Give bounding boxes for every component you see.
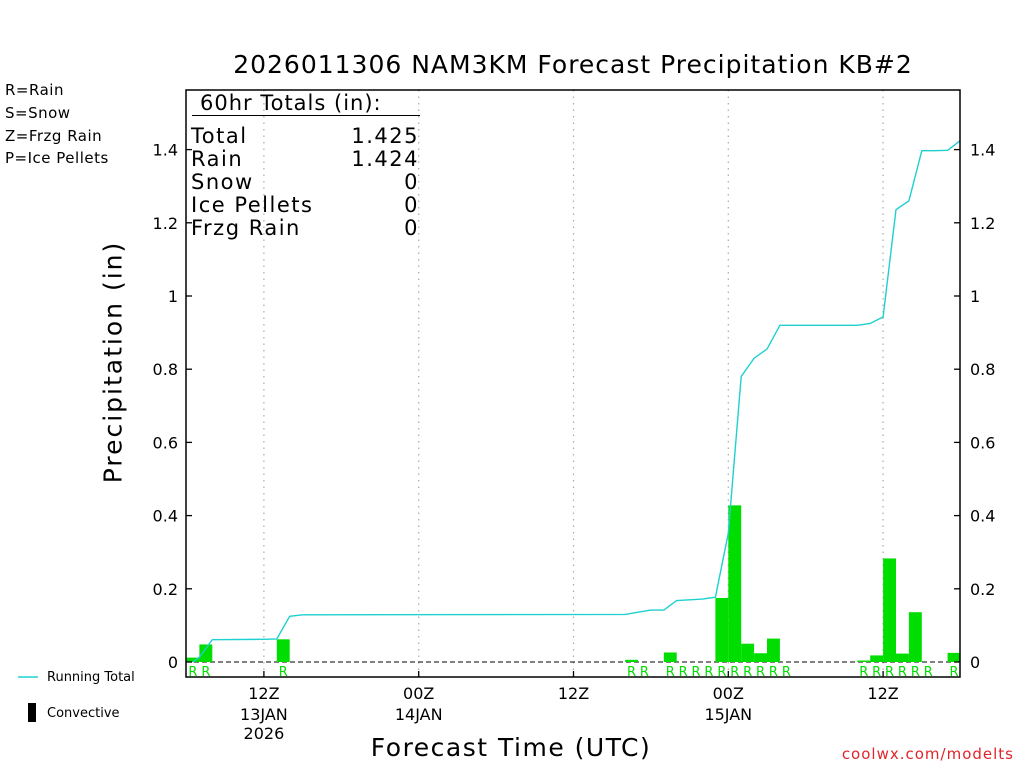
legend-convective-label: Convective: [47, 706, 120, 721]
precip-bar: [896, 653, 909, 662]
precip-type-label: R: [924, 665, 933, 680]
precip-type-label: R: [859, 665, 868, 680]
convective-legend-mark: [28, 703, 36, 722]
precip-bar: [715, 597, 729, 662]
x-tick-date-label: 15JAN: [704, 705, 752, 724]
precip-bar: [741, 643, 755, 662]
precip-type-label: R: [743, 665, 752, 680]
x-tick-label: 12Z: [558, 684, 589, 703]
legend-ice-pellets: P=Ice Pellets: [5, 149, 109, 167]
totals-title: 60hr Totals (in):: [200, 91, 382, 115]
x-tick-label: 00Z: [713, 684, 744, 703]
grid-lines: [186, 90, 960, 677]
y-tick-label-right: 0.8: [970, 360, 995, 379]
totals-row-total: Total 1.425: [191, 124, 419, 148]
y-tick-label-right: 1.2: [970, 214, 995, 233]
totals-value: 1.424: [351, 147, 419, 171]
precip-bar: [908, 612, 922, 662]
precip-bar: [663, 652, 677, 662]
precip-type-label: R: [201, 665, 210, 680]
x-tick-date-label: 14JAN: [395, 705, 443, 724]
y-tick-label-left: 0.6: [153, 433, 178, 452]
credit-link[interactable]: coolwx.com/modelts: [841, 745, 1014, 763]
precip-type-label: R: [188, 665, 197, 680]
precip-bar: [767, 638, 780, 662]
y-tick-label-left: 1.2: [153, 214, 178, 233]
legend-frzg-rain: Z=Frzg Rain: [5, 127, 103, 145]
y-tick-label-left: 0: [168, 653, 178, 672]
precip-type-label: R: [730, 665, 739, 680]
precip-type-label: R: [885, 665, 894, 680]
totals-underline: [192, 115, 420, 116]
legend-marks: [18, 676, 38, 722]
totals-label: Ice Pellets: [191, 193, 314, 217]
precip-bar: [728, 505, 742, 662]
y-tick-label-left: 0.2: [153, 580, 178, 599]
precip-bar: [186, 657, 200, 662]
precip-bar: [883, 558, 896, 662]
precip-type-label: R: [704, 665, 713, 680]
totals-row-rain: Rain 1.424: [191, 147, 419, 171]
y-tick-label-left: 1.4: [153, 141, 178, 160]
precip-type-label: R: [692, 665, 701, 680]
axes: 0 00.2 0.20.4 0.40.6 0.60.8 0.81 11.2 1.21.4 1.4…: [153, 89, 995, 743]
x-tick-label: 00Z: [403, 684, 434, 703]
precip-bar: [199, 644, 213, 662]
totals-label: Rain: [191, 147, 244, 171]
y-tick-label-right: 1: [970, 287, 980, 306]
type-labels: R R R R R R R R R R R R R R R RR R R R R R: [188, 665, 958, 680]
totals-label: Snow: [191, 170, 254, 194]
y-axis-label: Precipitation (in): [98, 240, 128, 484]
precip-type-label: R: [679, 665, 688, 680]
precip-bar: [870, 655, 884, 662]
x-tick-year-label: 2026: [244, 724, 285, 743]
y-tick-label-right: 0.2: [970, 580, 995, 599]
precip-type-label: R: [756, 665, 765, 680]
precip-bar: [754, 653, 767, 662]
x-tick-label: 12Z: [248, 684, 279, 703]
running-total-line: [192, 139, 961, 663]
precip-type-label: R: [872, 665, 881, 680]
legend-running-total-label: Running Total: [47, 670, 135, 685]
precip-type-label: R: [666, 665, 675, 680]
x-axis-label: Forecast Time (UTC): [370, 733, 652, 762]
y-tick-label-right: 1.4: [970, 141, 995, 160]
precip-type-label: R: [950, 665, 959, 680]
precip-type-label: R: [911, 665, 920, 680]
y-tick-label-left: 0.8: [153, 360, 178, 379]
totals-value: 0: [404, 193, 419, 217]
precip-type-label: R: [898, 665, 907, 680]
running-total-line-layer: [192, 139, 961, 663]
precip-type-label: R: [640, 665, 649, 680]
precip-bar: [276, 639, 290, 662]
precip-type-label: R: [279, 665, 288, 680]
precip-type-label: R: [627, 665, 636, 680]
precip-type-label: R: [769, 665, 778, 680]
chart-title: 2026011306 NAM3KM Forecast Precipitation…: [233, 50, 913, 79]
precip-type-label: R: [717, 665, 726, 680]
totals-row-ice-pellets: Ice Pellets 0: [191, 193, 419, 217]
totals-row-frzg-rain: Frzg Rain 0: [191, 216, 419, 240]
y-tick-label-right: 0.4: [970, 507, 995, 526]
precip-type-label: R: [782, 665, 791, 680]
totals-label: Frzg Rain: [191, 216, 301, 240]
precip-bars: [186, 505, 961, 662]
y-tick-label-right: 0: [970, 653, 980, 672]
y-tick-label-right: 0.6: [970, 433, 995, 452]
totals-value: 1.425: [351, 124, 419, 148]
y-tick-label-left: 1: [168, 287, 178, 306]
legend-snow: S=Snow: [5, 104, 71, 122]
totals-value: 0: [404, 170, 419, 194]
legend-rain: R=Rain: [5, 81, 64, 99]
x-tick-date-label: 13JAN: [240, 705, 288, 724]
precip-bar: [625, 659, 638, 662]
x-tick-label: 12Z: [867, 684, 898, 703]
totals-value: 0: [404, 216, 419, 240]
precip-bar: [857, 660, 871, 662]
precip-bar: [947, 652, 961, 662]
y-tick-label-left: 0.4: [153, 507, 178, 526]
totals-label: Total: [191, 124, 248, 148]
totals-row-snow: Snow 0: [191, 170, 419, 194]
